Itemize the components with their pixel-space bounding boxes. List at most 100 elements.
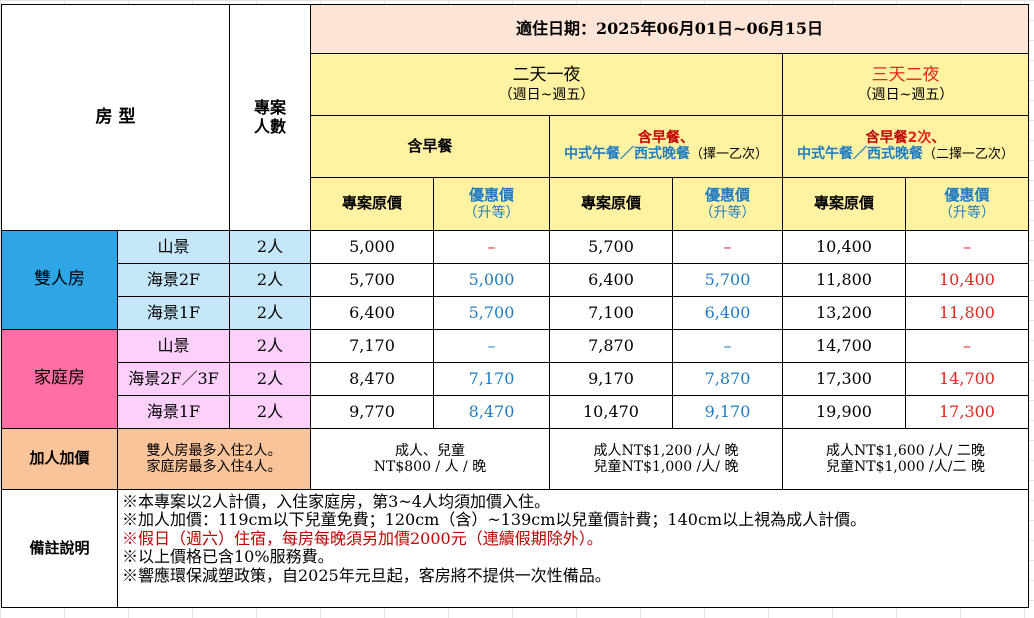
price-discount: – xyxy=(433,230,550,264)
room-people: 2人 xyxy=(229,329,311,363)
notes-body: ※本專案以2人計價，入住家庭房，第3~4人均須加價入住。 ※加人加價：119cm… xyxy=(117,489,1029,608)
meal-3d2n-sep: 、 xyxy=(931,129,946,146)
price-original: 5,700 xyxy=(310,263,434,297)
upgrade-label: （升等） xyxy=(699,205,756,221)
price-original: 6,400 xyxy=(549,263,673,297)
extra-price-line: 兒童NT$1,000 /人/二 晚 xyxy=(826,459,985,475)
upgrade-label: （升等） xyxy=(939,205,995,221)
price-discount: 10,400 xyxy=(905,263,1029,297)
room-view: 山景 xyxy=(117,329,230,363)
extra-rule-family: 家庭房最多入住4人。 xyxy=(146,459,282,475)
plan-3d2n-title: 三天二夜 xyxy=(871,64,940,85)
price-discount: – xyxy=(672,329,783,363)
price-original: 14,700 xyxy=(782,329,906,363)
note-line-holiday: ※假日（週六）住宿，每房每晚須另加價2000元（連續假期除外）。 xyxy=(122,528,603,548)
room-view: 海景1F xyxy=(117,395,230,429)
upgrade-label: （升等） xyxy=(463,205,520,221)
extra-price-3d2n: 成人NT$1,600 /人/ 二晚 兒童NT$1,000 /人/二 晚 xyxy=(782,428,1029,490)
people-header-line2: 人數 xyxy=(253,116,286,136)
room-view: 海景1F xyxy=(117,296,230,330)
price-original: 7,100 xyxy=(549,296,673,330)
room-people: 2人 xyxy=(229,395,311,429)
price-original: 5,000 xyxy=(310,230,434,264)
room-people: 2人 xyxy=(229,263,311,297)
price-discount: 17,300 xyxy=(905,395,1029,429)
meal-3d2n-lunch-dinner: 中式午餐／西式晚餐 xyxy=(796,146,923,163)
room-people: 2人 xyxy=(229,230,311,264)
extra-price-line: 成人NT$1,600 /人/ 二晚 xyxy=(826,442,985,459)
extra-rule-double: 雙人房最多入住2人。 xyxy=(146,442,282,459)
plan-3d2n-days: （週日~週五） xyxy=(857,87,954,104)
price-discount: 5,700 xyxy=(433,296,550,330)
price-discount: 9,170 xyxy=(672,395,783,429)
col-original-price-3: 專案原價 xyxy=(782,177,906,231)
meal-3d2n-choice-note: （二擇一乙次） xyxy=(922,147,1014,163)
col-original-price-1: 專案原價 xyxy=(310,177,434,231)
meal-lunch-dinner-label: 中式午餐／西式晚餐 xyxy=(563,146,690,163)
extra-price-line: NT$800 / 人 / 晚 xyxy=(373,459,487,475)
room-view: 海景2F／3F xyxy=(117,362,230,396)
note-line: ※響應環保減塑政策，自2025年元旦起，客房將不提供一次性備品。 xyxy=(122,565,611,585)
meal-breakfast-lunch-dinner: 含早餐、 中式午餐／西式晚餐（擇一乙次） xyxy=(549,115,783,178)
price-discount: 5,000 xyxy=(433,263,550,297)
price-original: 6,400 xyxy=(310,296,434,330)
price-discount: 7,170 xyxy=(433,362,550,396)
meal-3d2n-count: 2次 xyxy=(907,129,932,146)
col-discount-price-2: 優惠價 （升等） xyxy=(672,177,783,231)
price-original: 17,300 xyxy=(782,362,906,396)
meal-breakfast-only: 含早餐 xyxy=(310,115,550,178)
note-line: ※以上價格已含10%服務費。 xyxy=(122,547,334,567)
price-discount: 5,700 xyxy=(672,263,783,297)
extra-price-line: 成人NT$1,200 /人/ 晚 xyxy=(593,442,739,459)
discount-label: 優惠價 xyxy=(944,185,990,204)
price-original: 7,170 xyxy=(310,329,434,363)
price-original: 9,170 xyxy=(549,362,673,396)
people-header-line1: 專案 xyxy=(253,98,286,118)
plan-2d1n-header: 二天一夜 （週日~週五） xyxy=(310,53,783,116)
note-line: ※加人加價：119cm以下兒童免費；120cm（含）~139cm以兒童價計費；1… xyxy=(122,510,867,530)
discount-label: 優惠價 xyxy=(704,185,750,204)
room-people: 2人 xyxy=(229,362,311,396)
discount-label: 優惠價 xyxy=(468,185,514,204)
price-discount: – xyxy=(905,329,1029,363)
rate-table: 房 型 專案 人數 適住日期：2025年06月01日~06月15日 二天一夜 （… xyxy=(1,4,1029,608)
extra-price-line: 兒童NT$1,000 /人/ 晚 xyxy=(593,459,739,475)
plan-3d2n-header: 三天二夜 （週日~週五） xyxy=(782,53,1029,116)
meal-3d2n-breakfast: 含早餐 xyxy=(865,129,908,146)
room-view: 海景2F xyxy=(117,263,230,297)
col-discount-price-3: 優惠價 （升等） xyxy=(905,177,1029,231)
price-original: 9,770 xyxy=(310,395,434,429)
price-original: 13,200 xyxy=(782,296,906,330)
extra-price-line: 成人、兒童 xyxy=(395,442,465,459)
col-original-price-2: 專案原價 xyxy=(549,177,673,231)
extra-price-2d1n: 成人、兒童 NT$800 / 人 / 晚 xyxy=(310,428,550,490)
plan-2d1n-title: 二天一夜 xyxy=(512,64,581,85)
room-group-double: 雙人房 xyxy=(1,230,118,330)
note-line: ※本專案以2人計價，入住家庭房，第3~4人均須加價入住。 xyxy=(122,492,550,511)
price-discount: 11,800 xyxy=(905,296,1029,330)
meal-breakfast-label: 含早餐、 xyxy=(638,129,694,146)
price-original: 11,800 xyxy=(782,263,906,297)
price-discount: 7,870 xyxy=(672,362,783,396)
meal-3d2n: 含早餐2次、 中式午餐／西式晚餐（二擇一乙次） xyxy=(782,115,1029,178)
date-range: 適住日期：2025年06月01日~06月15日 xyxy=(310,4,1029,54)
room-view: 山景 xyxy=(117,230,230,264)
price-discount: 8,470 xyxy=(433,395,550,429)
price-discount: – xyxy=(433,329,550,363)
room-group-family: 家庭房 xyxy=(1,329,118,429)
room-type-header: 房 型 xyxy=(1,4,230,231)
room-people: 2人 xyxy=(229,296,311,330)
price-discount: 14,700 xyxy=(905,362,1029,396)
price-discount: 6,400 xyxy=(672,296,783,330)
price-discount: – xyxy=(905,230,1029,264)
price-original: 5,700 xyxy=(549,230,673,264)
price-original: 10,400 xyxy=(782,230,906,264)
price-original: 8,470 xyxy=(310,362,434,396)
price-original: 10,470 xyxy=(549,395,673,429)
price-discount: – xyxy=(672,230,783,264)
people-header: 專案 人數 xyxy=(229,4,311,231)
meal-choice-note: （擇一乙次） xyxy=(689,147,768,163)
notes-label: 備註說明 xyxy=(1,489,118,608)
price-original: 7,870 xyxy=(549,329,673,363)
price-original: 19,900 xyxy=(782,395,906,429)
